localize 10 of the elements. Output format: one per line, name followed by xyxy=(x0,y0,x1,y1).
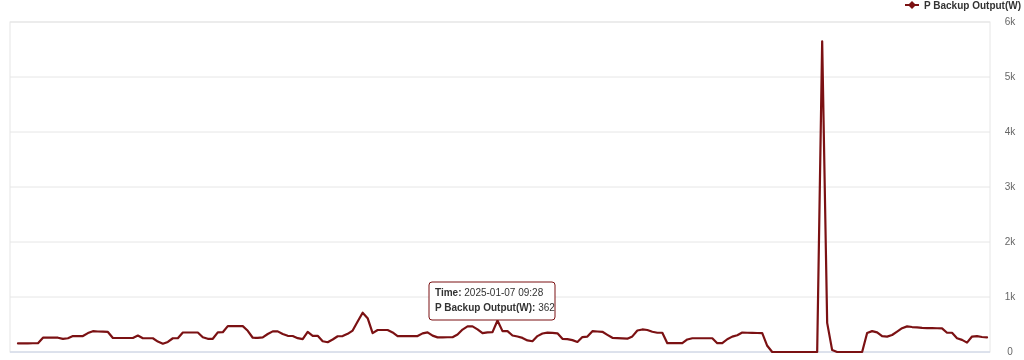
y-tick-label: 6k xyxy=(1004,16,1017,27)
y-tick-label: 5k xyxy=(1004,71,1017,82)
legend-label: P Backup Output(W) xyxy=(924,0,1022,11)
y-tick-label: 2k xyxy=(1004,236,1017,247)
y-tick-label: 3k xyxy=(1004,181,1017,192)
y-tick-label: 4k xyxy=(1004,126,1017,137)
line-series xyxy=(16,40,989,354)
annotation: Time: 2025-01-07 09:28 xyxy=(435,287,544,298)
y-tick-label: 1k xyxy=(1004,291,1017,302)
y-tick-label: 0 xyxy=(1007,346,1014,357)
